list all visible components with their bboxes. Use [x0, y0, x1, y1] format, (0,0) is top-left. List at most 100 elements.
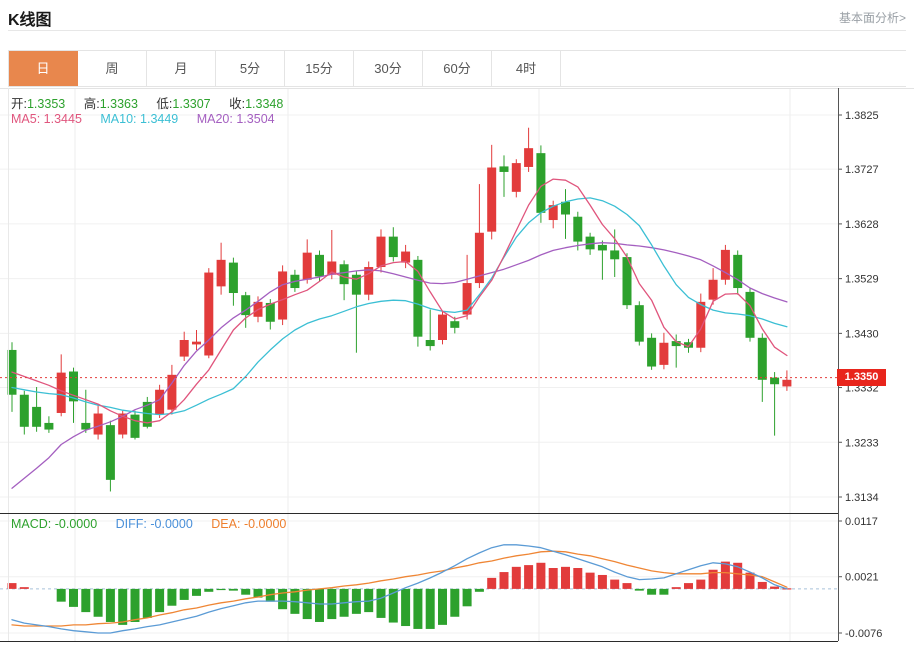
close-label: 收:	[229, 97, 246, 111]
candle-body	[105, 425, 115, 480]
candle-body	[684, 342, 693, 348]
candle-body	[585, 236, 595, 250]
candle-body	[155, 389, 165, 415]
candle-body	[32, 406, 42, 427]
candle-body	[462, 283, 472, 315]
tab-15分[interactable]: 15分	[285, 51, 354, 86]
macd-bar	[573, 568, 583, 589]
macd-bar	[142, 588, 152, 618]
ma20-line	[11, 242, 788, 489]
tab-日[interactable]: 日	[9, 51, 78, 86]
axis-label: 0.0021	[845, 572, 879, 584]
macd-bar	[155, 588, 165, 613]
candle-body	[142, 401, 152, 427]
macd-label: MACD:	[11, 517, 52, 531]
low-value: 1.3307	[172, 97, 211, 111]
axis-label: 1.3430	[845, 328, 879, 340]
macd-bar	[376, 588, 386, 618]
macd-bar	[228, 588, 238, 591]
macd-bar	[659, 588, 669, 595]
candle-body	[548, 205, 558, 221]
diff-line	[11, 544, 788, 634]
candle-body	[302, 252, 312, 280]
macd-bar	[511, 566, 521, 589]
axis-label: 0.0117	[845, 516, 878, 528]
candle-body	[438, 314, 447, 340]
candle-body	[745, 291, 755, 338]
candle-body	[622, 257, 632, 306]
fundamental-analysis-link[interactable]: 基本面分析>	[838, 11, 906, 25]
candle-body	[130, 414, 140, 438]
macd-bar	[671, 587, 681, 589]
candle-body	[364, 267, 374, 295]
macd-bar	[733, 562, 743, 589]
candle-body	[659, 342, 669, 365]
diff-label: DIFF:	[115, 517, 147, 531]
macd-bar	[302, 588, 312, 620]
macd-bar	[241, 588, 251, 595]
ohlc-legend: 开:1.3353 高:1.3363 低:1.3307 收:1.3348	[11, 93, 298, 112]
macd-bar	[7, 583, 17, 589]
low-label: 低:	[156, 97, 173, 111]
macd-bar	[105, 588, 115, 622]
axis-label: -0.0076	[845, 628, 882, 640]
candle-body	[56, 372, 66, 413]
candle-body	[597, 244, 607, 251]
candle-body	[634, 305, 644, 342]
macd-bar	[474, 588, 484, 592]
candle-body	[733, 254, 743, 289]
macd-bar	[487, 577, 497, 589]
macd-bar	[610, 579, 620, 589]
diff-value: -0.0000	[150, 517, 193, 531]
open-value: 1.3353	[26, 97, 66, 111]
ma-legend: MA5: 1.3445 MA10: 1.3449 MA20: 1.3504	[11, 112, 290, 126]
page-title: K线图	[8, 12, 52, 29]
candle-body	[167, 374, 177, 410]
axis-label: 1.3233	[845, 437, 879, 449]
candle-body	[524, 148, 534, 167]
candle-body	[69, 371, 78, 402]
macd-bar	[548, 568, 558, 589]
macd-bar	[438, 588, 447, 625]
macd-bar	[315, 588, 324, 622]
ma5-line	[11, 178, 788, 424]
candle-body	[339, 264, 349, 285]
tab-60分[interactable]: 60分	[423, 51, 492, 86]
macd-bar	[634, 588, 644, 591]
candle-body	[425, 339, 435, 347]
close-value: 1.3348	[245, 97, 284, 111]
macd-bar	[425, 588, 435, 629]
candle-body	[81, 422, 91, 430]
candle-body	[93, 413, 103, 435]
macd-bar	[56, 588, 66, 602]
tab-周[interactable]: 周	[78, 51, 147, 86]
macd-bar	[192, 588, 201, 596]
ma10-value: 1.3449	[140, 112, 179, 126]
macd-bar	[216, 588, 226, 591]
macd-bar	[622, 583, 632, 589]
macd-bar	[401, 588, 411, 627]
macd-bar	[450, 588, 460, 617]
tab-月[interactable]: 月	[147, 51, 216, 86]
macd-bar	[536, 562, 546, 589]
candle-body	[720, 249, 730, 280]
macd-bar	[130, 588, 140, 622]
candle-body	[511, 163, 521, 192]
tab-30分[interactable]: 30分	[354, 51, 423, 86]
dea-line	[11, 550, 788, 627]
macd-bar	[647, 588, 657, 595]
candle-body	[413, 259, 423, 337]
macd-bar	[524, 565, 534, 589]
candle-body	[278, 271, 288, 320]
tab-4时[interactable]: 4时	[492, 51, 561, 86]
high-value: 1.3363	[99, 97, 138, 111]
tab-5分[interactable]: 5分	[216, 51, 285, 86]
macd-bar	[278, 588, 288, 610]
ma20-value: 1.3504	[236, 112, 275, 126]
macd-legend: MACD: -0.0000 DIFF: -0.0000 DEA: -0.0000	[11, 517, 301, 531]
candle-body	[351, 274, 361, 295]
open-label: 开:	[11, 97, 27, 111]
macd-bar	[388, 588, 398, 623]
candle-body	[770, 377, 780, 385]
